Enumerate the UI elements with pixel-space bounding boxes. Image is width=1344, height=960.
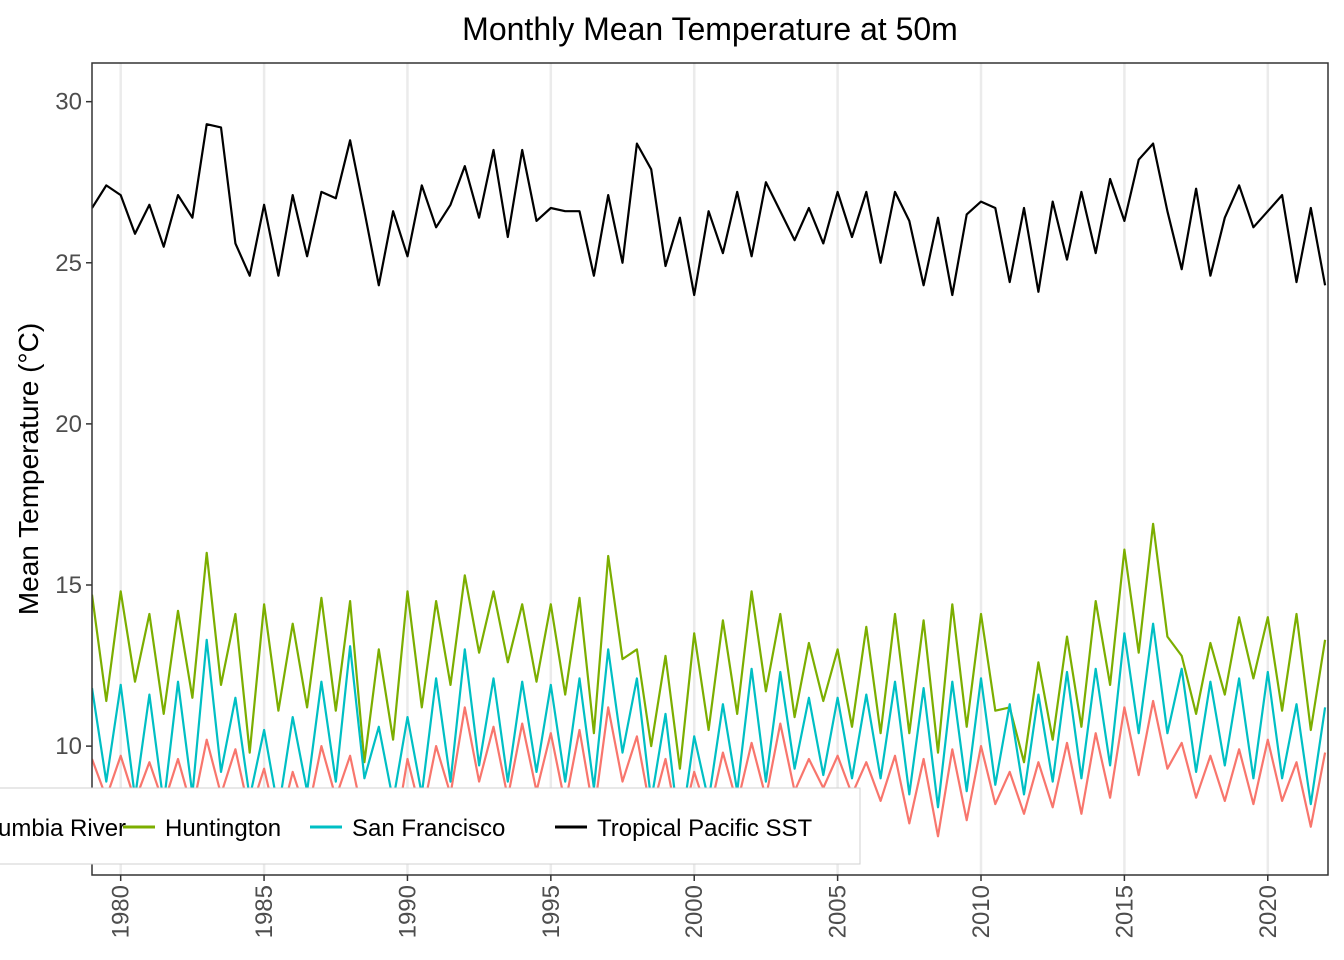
y-tick-label: 20 — [55, 411, 82, 438]
x-tick-label: 1995 — [538, 885, 565, 938]
y-axis: 10 15 20 25 30 — [55, 89, 92, 760]
y-tick-label: 10 — [55, 733, 82, 760]
x-axis: 1980 1985 1990 1995 2000 2005 2010 2015 2020 — [108, 875, 1282, 938]
x-tick-label: 1980 — [108, 885, 135, 938]
x-tick-label: 2000 — [681, 885, 708, 938]
y-tick-label: 15 — [55, 572, 82, 599]
chart-title: Monthly Mean Temperature at 50m — [462, 11, 958, 47]
y-axis-label: Mean Temperature (°C) — [13, 323, 44, 615]
legend-items: Columbia River Huntington San Francisco Tro… — [0, 815, 813, 842]
plot-panel-border — [91, 62, 1329, 876]
x-tick-label: 2015 — [1111, 885, 1138, 938]
legend-label-columbia-river: Columbia River — [0, 815, 126, 842]
x-tick-label: 2020 — [1255, 885, 1282, 938]
x-tick-label: 1990 — [394, 885, 421, 938]
legend: Columbia River Huntington San Francisco Tro… — [0, 787, 861, 865]
legend-label-huntington: Huntington — [165, 815, 281, 842]
legend-label-san-francisco: San Francisco — [352, 815, 505, 842]
y-tick-label: 30 — [55, 89, 82, 116]
series-line-tropical-pacific-sst — [92, 123, 1327, 297]
x-tick-label: 1985 — [251, 885, 278, 938]
gridlines — [119, 63, 1270, 875]
y-tick-label: 25 — [55, 250, 82, 277]
series-line-huntington — [92, 522, 1327, 770]
x-tick-label: 2005 — [825, 885, 852, 938]
x-tick-label: 2010 — [968, 885, 995, 938]
legend-label-tropical-pacific-sst: Tropical Pacific SST — [597, 815, 813, 842]
